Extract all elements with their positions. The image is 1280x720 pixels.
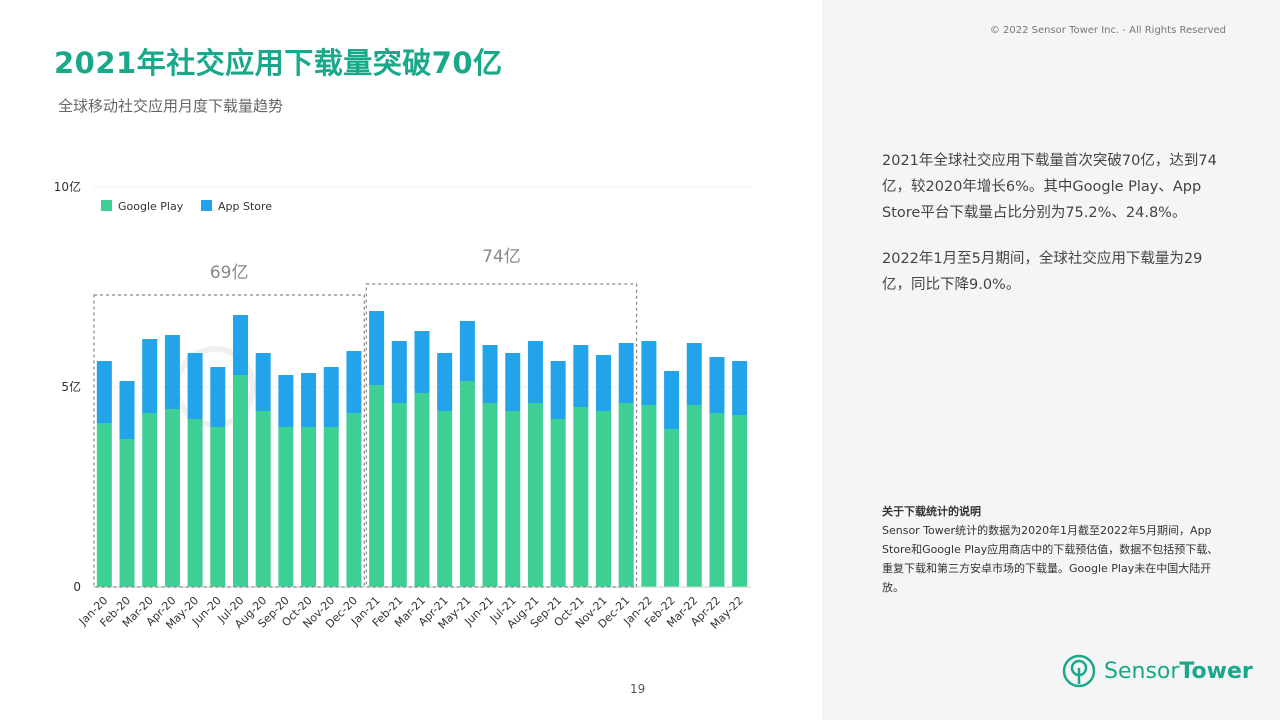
bar-google-play-Mar-20 [142, 413, 158, 587]
bar-google-play-Mar-21 [414, 393, 430, 587]
page-number: 19 [630, 682, 646, 696]
bar-app-store-Jun-21 [482, 345, 498, 403]
summary-paragraph-2021: 2021年全球社交应用下载量首次突破70亿，达到74亿，较2020年增长6%。其… [882, 153, 1217, 221]
bar-app-store-Jul-20 [232, 315, 248, 375]
bar-google-play-Sep-21 [550, 419, 566, 587]
bar-app-store-Jul-21 [505, 353, 521, 411]
bar-app-store-Apr-20 [164, 335, 180, 409]
bar-google-play-Feb-20 [119, 439, 135, 587]
summary-text: 2021年全球社交应用下载量首次突破70亿，达到74亿，较2020年增长6%。其… [882, 148, 1227, 318]
bar-google-play-Nov-21 [596, 411, 612, 587]
bar-app-store-Nov-20 [323, 367, 339, 427]
bar-app-store-Dec-21 [618, 343, 634, 403]
legend-swatch-app-store [201, 200, 212, 211]
annotation-label-0: 69亿 [210, 263, 249, 283]
note-title: 关于下载统计的说明 [882, 505, 981, 518]
annotation-label-1: 74亿 [482, 247, 521, 267]
annotation-box-0 [93, 294, 365, 588]
bar-app-store-Mar-22 [686, 343, 702, 405]
bar-google-play-Jan-22 [641, 405, 657, 587]
bar-google-play-May-20 [187, 419, 203, 587]
bar-google-play-Apr-22 [709, 413, 725, 587]
logo-word-tower: Tower [1179, 658, 1253, 684]
bar-app-store-Feb-20 [119, 381, 135, 439]
note-body: Sensor Tower统计的数据为2020年1月截至2022年5月期间，App… [882, 524, 1219, 594]
bar-google-play-Oct-21 [573, 407, 589, 587]
page-title: 2021年社交应用下载量突破70亿 [54, 46, 503, 80]
bar-google-play-Mar-22 [686, 405, 702, 587]
y-tick-label: 5亿 [61, 379, 81, 394]
bar-google-play-Jun-20 [210, 427, 226, 587]
bar-google-play-Aug-21 [527, 403, 543, 587]
legend-swatch-google-play [101, 200, 112, 211]
bar-app-store-Jan-21 [369, 311, 385, 385]
bar-app-store-Feb-22 [664, 371, 680, 429]
sensor-tower-logo: SensorTower [1062, 654, 1253, 688]
page-subtitle: 全球移动社交应用月度下载量趋势 [58, 97, 284, 115]
bar-app-store-Apr-21 [437, 353, 453, 411]
bar-google-play-Feb-21 [391, 403, 407, 587]
bar-app-store-May-20 [187, 353, 203, 419]
bar-app-store-Sep-21 [550, 361, 566, 419]
bar-app-store-Sep-20 [278, 375, 294, 427]
bar-app-store-Oct-20 [301, 373, 317, 427]
summary-paragraph-2022: 2022年1月至5月期间，全球社交应用下载量为29亿，同比下降9.0%。 [882, 251, 1203, 293]
bar-google-play-Jun-21 [482, 403, 498, 587]
download-stats-note: 关于下载统计的说明 Sensor Tower统计的数据为2020年1月截至202… [882, 502, 1227, 597]
bar-google-play-May-21 [459, 381, 475, 587]
legend-label-app-store: App Store [218, 200, 272, 213]
legend-label-google-play: Google Play [118, 200, 184, 213]
bar-google-play-Dec-21 [618, 403, 634, 587]
bar-app-store-Mar-21 [414, 331, 430, 393]
bar-google-play-Oct-20 [301, 427, 317, 587]
bar-app-store-May-22 [732, 361, 748, 415]
bar-app-store-May-21 [459, 321, 475, 381]
bar-google-play-Aug-20 [255, 411, 271, 587]
bar-app-store-Dec-20 [346, 351, 362, 413]
logo-word-sensor: Sensor [1104, 658, 1180, 684]
left-panel [0, 0, 822, 720]
bar-app-store-Aug-21 [527, 341, 543, 403]
bar-app-store-Feb-21 [391, 341, 407, 403]
y-tick-label: 0 [73, 580, 81, 594]
bar-app-store-Aug-20 [255, 353, 271, 411]
bar-google-play-May-22 [732, 415, 748, 587]
logo-wordmark: SensorTower [1104, 659, 1253, 684]
right-panel [822, 0, 1280, 720]
bar-google-play-Jan-21 [369, 385, 385, 587]
bar-google-play-Apr-20 [164, 409, 180, 587]
bar-google-play-Nov-20 [323, 427, 339, 587]
bar-google-play-Dec-20 [346, 413, 362, 587]
downloads-chart: 05亿10亿Jan-20Feb-20Mar-20Apr-20May-20Jun-… [54, 179, 751, 632]
annotation-box-1 [365, 283, 638, 588]
bar-app-store-Jan-22 [641, 341, 657, 405]
bar-app-store-Mar-20 [142, 339, 158, 413]
copyright-text: © 2022 Sensor Tower Inc. - All Rights Re… [989, 25, 1226, 36]
sensor-tower-logo-icon [1062, 654, 1096, 688]
bar-google-play-Jan-20 [96, 423, 112, 587]
bar-app-store-Jan-20 [96, 361, 112, 423]
y-tick-label: 10亿 [54, 179, 81, 194]
bar-app-store-Apr-22 [709, 357, 725, 413]
bar-app-store-Nov-21 [596, 355, 612, 411]
bar-app-store-Oct-21 [573, 345, 589, 407]
bar-google-play-Sep-20 [278, 427, 294, 587]
bar-google-play-Jul-21 [505, 411, 521, 587]
bar-google-play-Jul-20 [232, 375, 248, 587]
bar-google-play-Feb-22 [664, 429, 680, 587]
bar-google-play-Apr-21 [437, 411, 453, 587]
bar-app-store-Jun-20 [210, 367, 226, 427]
